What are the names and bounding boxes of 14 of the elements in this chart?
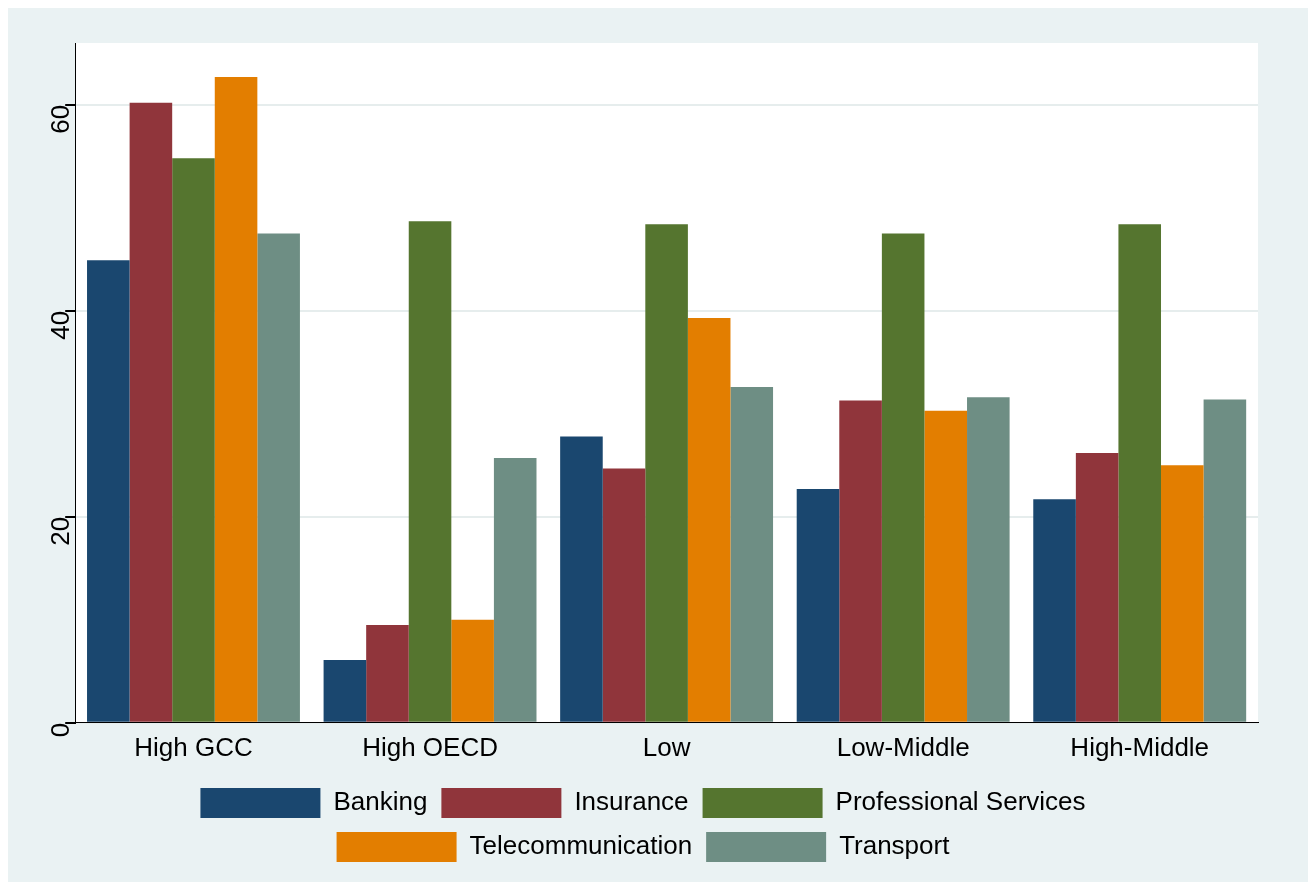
x-tick-label: High GCC	[134, 731, 253, 762]
x-tick-label: High OECD	[362, 731, 498, 762]
y-tick-label: 40	[45, 310, 76, 340]
y-tick-label: 60	[45, 104, 76, 134]
legend-label: Banking	[333, 786, 428, 817]
x-tick-label: Low	[642, 731, 691, 762]
legend-label: Insurance	[574, 786, 689, 817]
y-tick-label: 20	[45, 516, 76, 546]
legend-label: Transport	[839, 830, 951, 861]
x-tick-label: Low-Middle	[836, 731, 970, 762]
y-tick-label: 0	[45, 722, 76, 738]
legend-label: Telecommunication	[469, 830, 693, 861]
x-tick-label: High-Middle	[1070, 731, 1210, 762]
legend-label: Professional Services	[835, 786, 1086, 817]
